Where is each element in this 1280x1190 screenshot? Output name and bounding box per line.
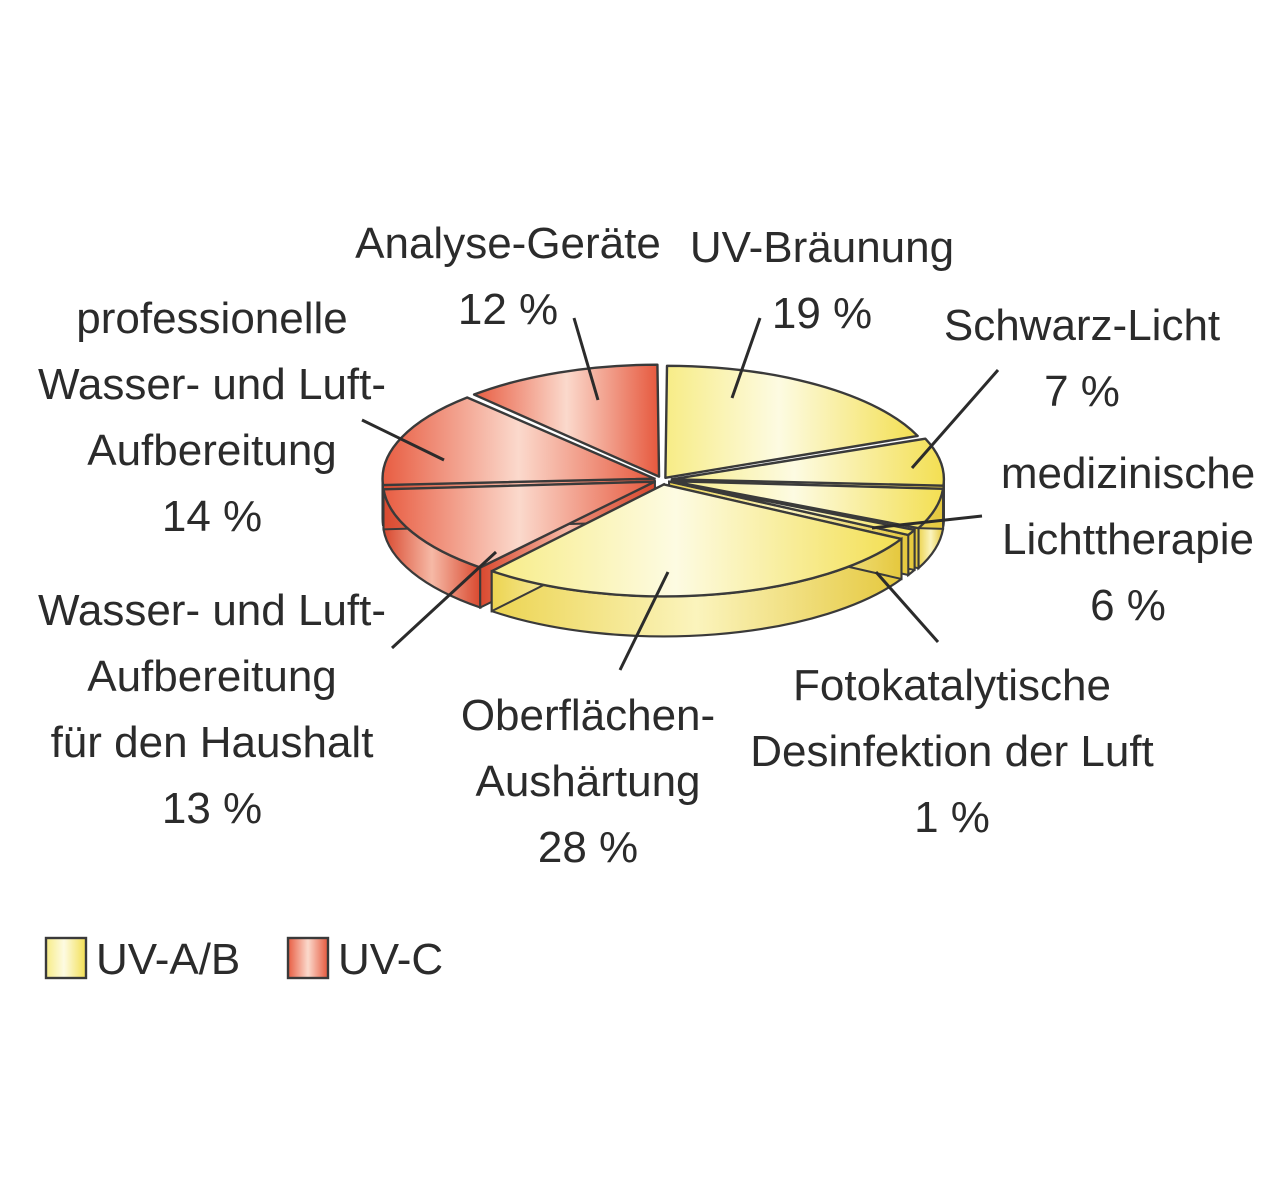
slice-5: [382, 480, 657, 569]
slice-7: [472, 363, 661, 478]
legend: UV-A/B UV-C: [44, 935, 443, 984]
slice-2: [670, 479, 945, 530]
slice-value-label: 12 %: [458, 285, 558, 334]
slice-name-label: Wasser- und Luft-: [38, 586, 386, 635]
slice-value-label: 19 %: [772, 289, 872, 338]
slice-label: UV-Bräunung 19 %: [690, 223, 954, 338]
leader-line: [874, 571, 940, 643]
slice-label: medizinische Lichttherapie 6 %: [1001, 449, 1255, 630]
legend-label: UV-A/B: [96, 935, 240, 984]
slice-6: [381, 396, 656, 487]
slice-labels: UV-Bräunung 19 % Schwarz-Licht 7 % medizinis…: [38, 219, 1255, 872]
leader-line: [361, 418, 445, 462]
slice-label: Schwarz-Licht 7 %: [944, 301, 1220, 416]
slice-label: Fotokatalytische Desinfektion der Luft 1 %: [750, 661, 1154, 842]
slice-1: [670, 437, 946, 487]
slice-name-label: für den Haushalt: [51, 718, 374, 767]
slice-value-label: 13 %: [162, 784, 262, 833]
slice-name-label: Analyse-Geräte: [355, 219, 661, 268]
slice-label: professionelle Wasser- und Luft- Aufbereit…: [38, 294, 386, 541]
slice-name-label: Schwarz-Licht: [944, 301, 1220, 350]
legend-label: UV-C: [338, 935, 443, 984]
slice-label: Wasser- und Luft- Aufbereitung für den Hau…: [38, 586, 386, 833]
slice-name-label: Desinfektion der Luft: [750, 727, 1154, 776]
slice-name-label: professionelle: [76, 294, 348, 343]
leader-line: [618, 571, 670, 671]
slice-name-label: UV-Bräunung: [690, 223, 954, 272]
leader-line: [871, 514, 983, 530]
slice-name-label: Lichttherapie: [1002, 515, 1254, 564]
slice-3: [667, 480, 916, 537]
slice-value-label: 14 %: [162, 492, 262, 541]
legend-swatch: [286, 936, 330, 980]
slice-name-label: Oberflächen-: [461, 691, 715, 740]
leader-line: [390, 550, 498, 650]
leader-lines: [361, 317, 1000, 671]
slice-label: Oberflächen- Aushärtung 28 %: [461, 691, 715, 872]
slice-name-label: Aufbereitung: [87, 426, 337, 475]
slice-0: [664, 364, 919, 479]
slice-name-label: Aushärtung: [475, 757, 700, 806]
slice-4: [490, 483, 903, 598]
leader-line: [572, 317, 600, 401]
slice-label: Analyse-Geräte 12 %: [355, 219, 661, 334]
leader-line: [730, 317, 762, 399]
slice-name-label: Fotokatalytische: [793, 661, 1111, 710]
pie-tops: [381, 363, 946, 598]
legend-swatch: [44, 936, 88, 980]
slice-name-label: Wasser- und Luft-: [38, 360, 386, 409]
slice-value-label: 1 %: [914, 793, 990, 842]
slice-value-label: 6 %: [1090, 581, 1166, 630]
slice-name-label: medizinische: [1001, 449, 1255, 498]
slice-name-label: Aufbereitung: [87, 652, 337, 701]
leader-line: [910, 369, 1000, 469]
slice-value-label: 7 %: [1044, 367, 1120, 416]
slice-value-label: 28 %: [538, 823, 638, 872]
